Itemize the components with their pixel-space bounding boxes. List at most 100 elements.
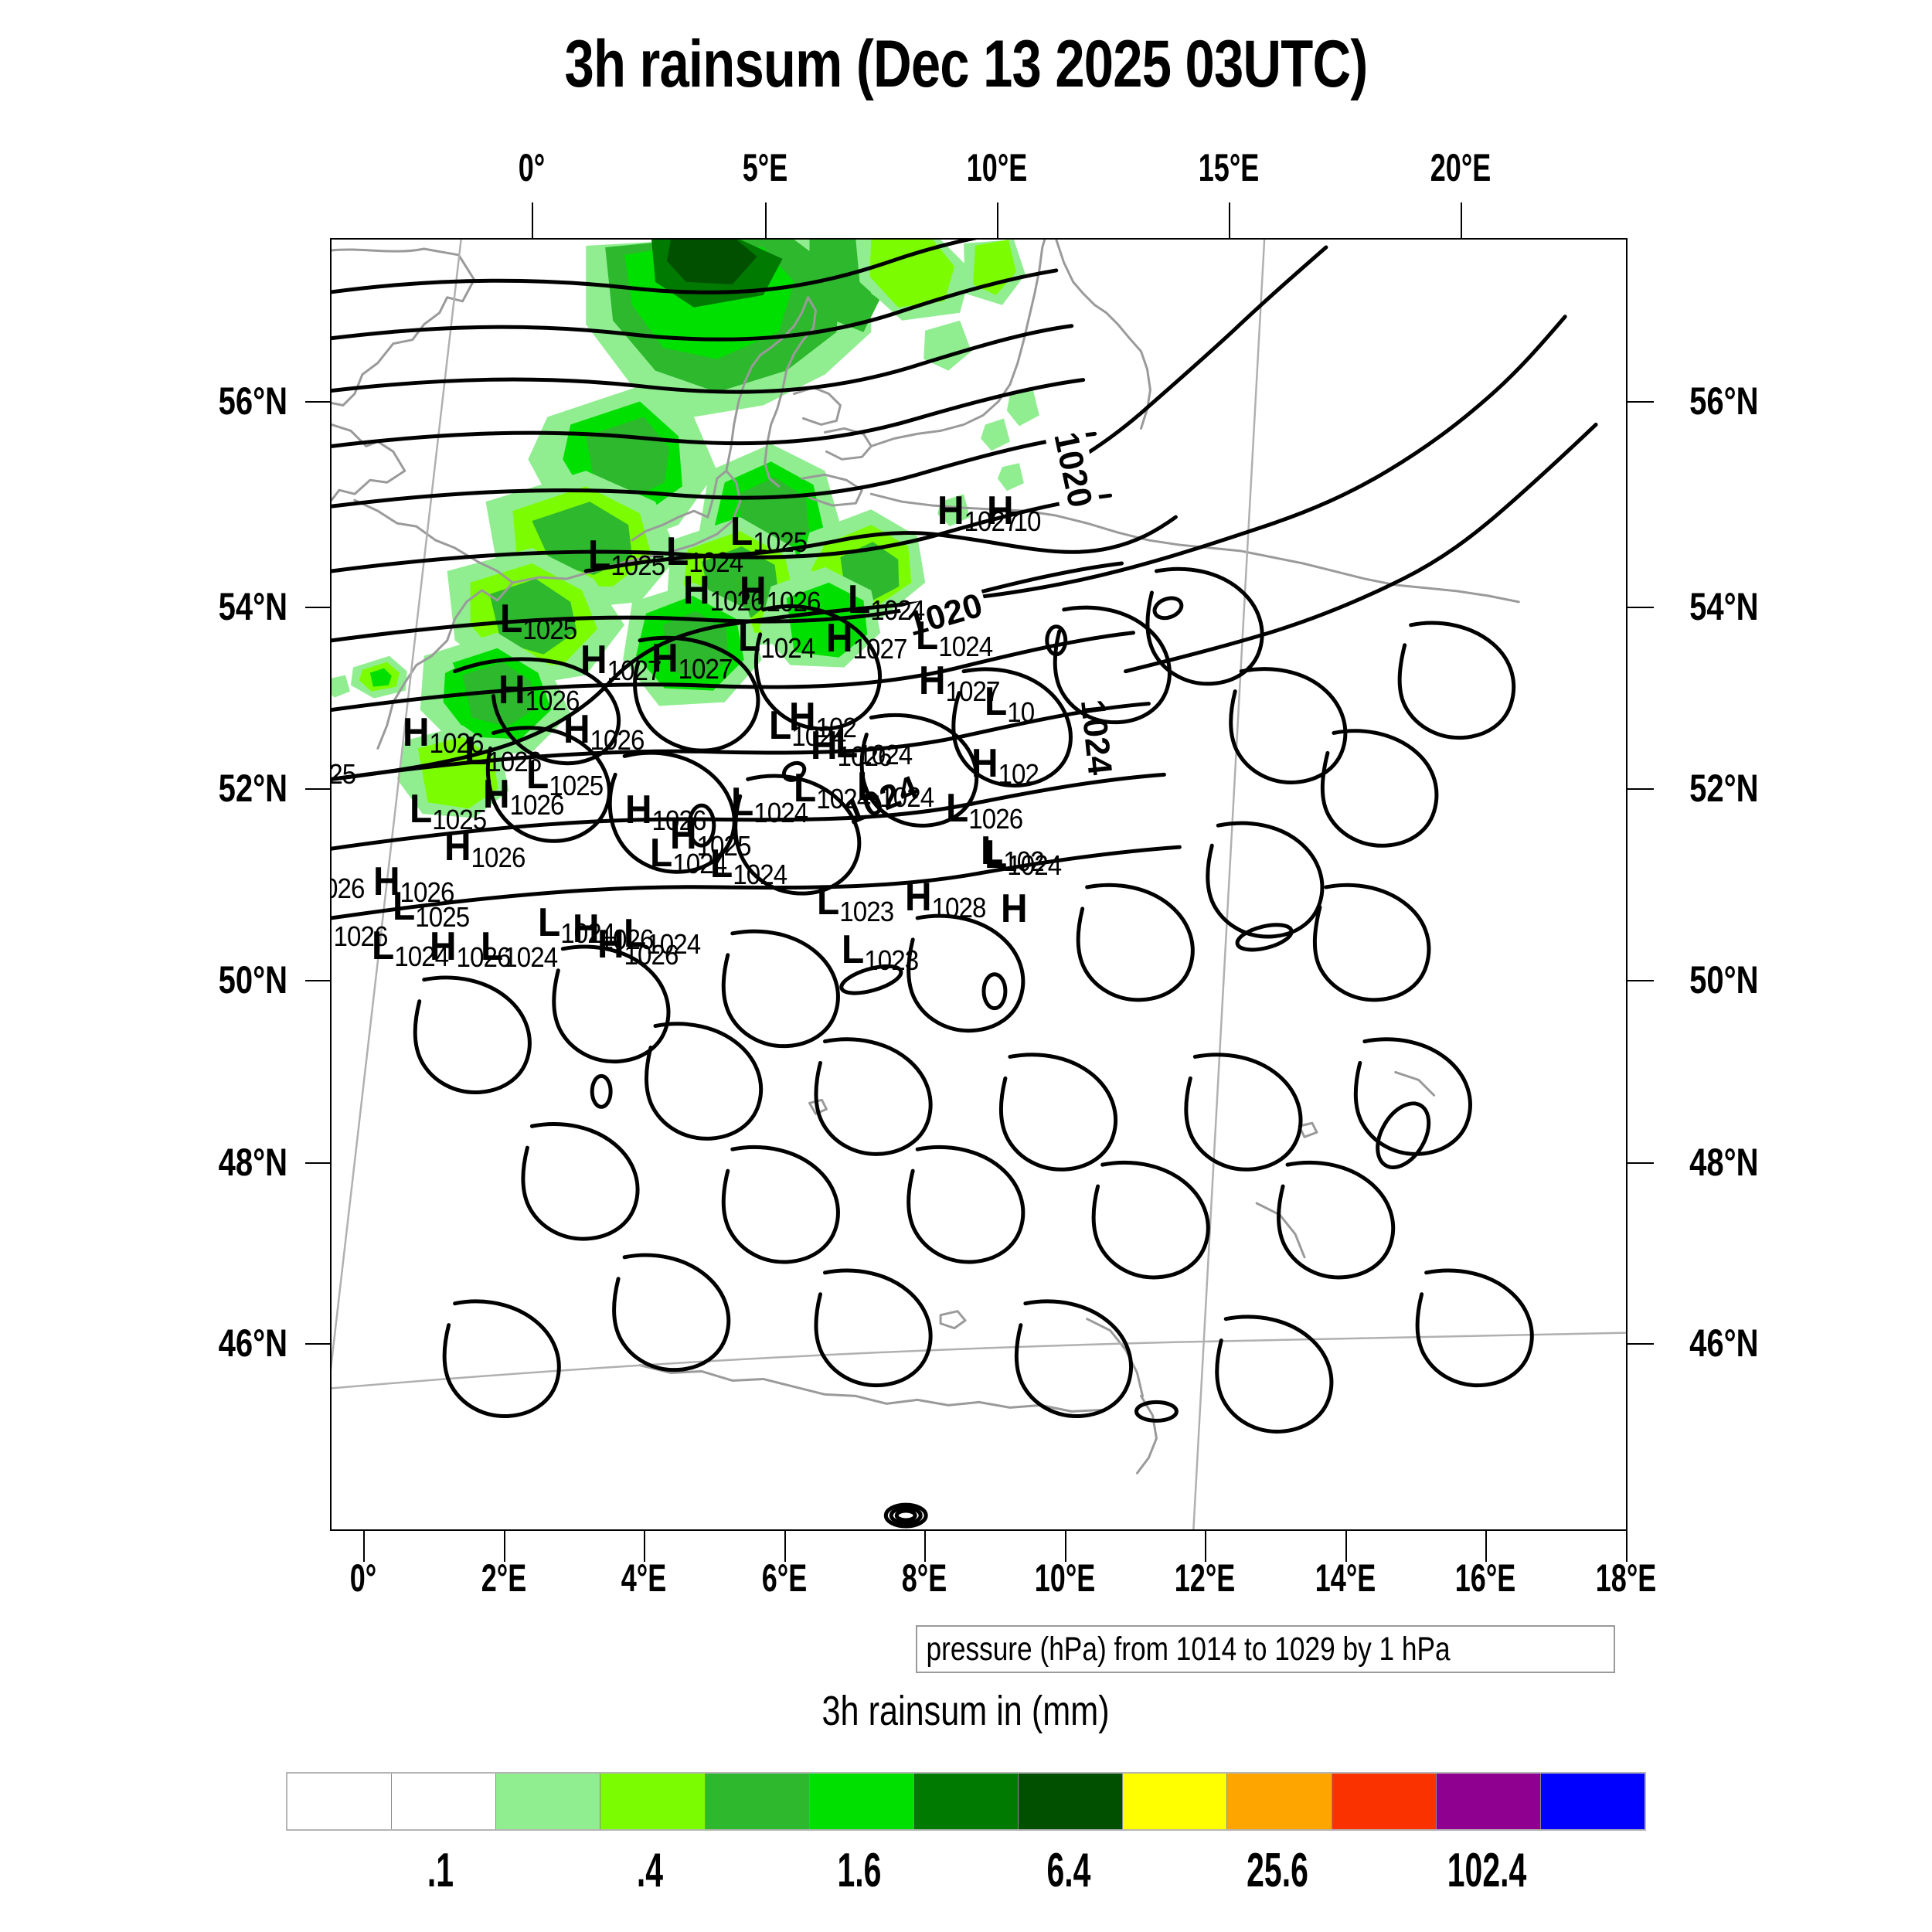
- pressure-marker-type: L: [769, 703, 792, 748]
- pressure-marker: L1025: [332, 743, 356, 788]
- axis-bottom-tick: [924, 1531, 926, 1562]
- pressure-marker-type: L: [538, 900, 561, 945]
- pressure-marker-type: H: [826, 616, 853, 661]
- pressure-marker-type: L: [588, 532, 611, 577]
- pressure-marker: H1026: [597, 922, 679, 969]
- pressure-marker-value: 1027: [678, 653, 733, 685]
- pressure-marker: L1024: [624, 913, 701, 958]
- axis-top-tick-label: 20°E: [1430, 146, 1492, 189]
- coastlines-layer: [332, 240, 1520, 1475]
- pressure-marker: L1025: [410, 787, 487, 834]
- colorbar-swatch[interactable]: [1227, 1774, 1332, 1829]
- pressure-marker-type: L: [650, 831, 673, 876]
- weather-map[interactable]: 1020 1020 1024 1024 L1013H1027L1025H1026…: [330, 238, 1628, 1531]
- pressure-marker: H10: [987, 491, 1041, 536]
- page-title: 3h rainsum (Dec 13 2025 03UTC): [564, 27, 1368, 101]
- pressure-marker-value: 1024: [938, 631, 993, 662]
- colorbar-swatch[interactable]: [1123, 1774, 1228, 1829]
- pressure-marker-value: 1026: [456, 941, 512, 973]
- axis-top-tick-label: 10°E: [966, 146, 1028, 189]
- pressure-marker: L1024: [848, 580, 925, 624]
- colorbar-swatch[interactable]: [913, 1774, 1019, 1829]
- colorbar[interactable]: [286, 1772, 1646, 1831]
- axis-bottom-tick-label: 10°E: [1034, 1556, 1095, 1600]
- pressure-marker: H1026: [332, 858, 365, 903]
- axis-top-tick: [997, 202, 998, 238]
- pressure-marker: L1024: [731, 782, 808, 827]
- pressure-marker: L1024: [538, 900, 615, 947]
- pressure-marker-value: 1024: [733, 859, 787, 890]
- pressure-marker-value: 1024: [858, 739, 913, 770]
- pressure-marker-value: 1025: [432, 804, 487, 835]
- pressure-caption-box: pressure (hPa) from 1014 to 1029 by 1 hP…: [916, 1625, 1615, 1673]
- pressure-marker: H1027: [937, 491, 1019, 536]
- pressure-marker-value: 1024: [689, 546, 743, 578]
- axis-bottom-tick: [363, 1531, 365, 1562]
- pressure-marker: H1026: [332, 906, 388, 951]
- colorbar-swatch[interactable]: [809, 1774, 914, 1829]
- pressure-marker: H102: [971, 743, 1039, 788]
- pressure-marker-value: 1025: [753, 526, 808, 558]
- pressure-marker: L1023: [817, 881, 894, 926]
- pressure-marker-type: H: [625, 787, 652, 832]
- pressure-marker-value: 1024: [672, 848, 727, 879]
- map-graphics: [332, 240, 1626, 1529]
- axis-bottom-tick: [784, 1531, 786, 1562]
- colorbar-swatch[interactable]: [600, 1774, 706, 1829]
- pressure-marker: H1026: [683, 570, 764, 615]
- axis-top-tick: [1229, 202, 1230, 238]
- pressure-marker-type: H: [563, 707, 590, 752]
- pressure-marker: L1025: [526, 755, 604, 800]
- pressure-marker-value: 1023: [839, 896, 894, 927]
- pressure-caption-text: pressure (hPa) from 1014 to 1029 by 1 hP…: [926, 1630, 1451, 1668]
- pressure-marker-value: 1027: [945, 675, 1001, 707]
- pressure-marker-type: H: [905, 875, 932, 920]
- pressure-marker-value: 1026: [709, 585, 765, 617]
- pressure-marker-value: 1024: [879, 781, 934, 813]
- pressure-marker-value: 1026: [624, 939, 679, 971]
- colorbar-tick-label: 1.6: [837, 1844, 882, 1897]
- pressure-marker: L1025: [588, 532, 665, 580]
- pressure-marker-value: 1026: [599, 923, 655, 955]
- pressure-marker-type: H: [597, 922, 624, 967]
- axis-bottom-tick-label: 6°E: [761, 1556, 807, 1600]
- colorbar-swatch[interactable]: [1436, 1774, 1541, 1829]
- pressure-marker: H1026: [625, 787, 706, 835]
- pressure-marker: L1024: [481, 924, 558, 971]
- colorbar-swatch[interactable]: [1540, 1774, 1645, 1829]
- pressure-marker-type: L: [738, 615, 761, 660]
- pressure-marker-type: H: [373, 859, 400, 904]
- colorbar-swatch[interactable]: [1332, 1774, 1437, 1829]
- pressure-marker-type: L: [481, 924, 504, 969]
- axis-bottom-tick-label: 4°E: [621, 1556, 667, 1600]
- colorbar-swatch[interactable]: [705, 1774, 810, 1829]
- pressure-marker-type: H: [430, 924, 457, 969]
- axis-bottom-tick: [1345, 1531, 1347, 1562]
- pressure-marker: H1025: [670, 815, 751, 860]
- pressure-marker: H1026: [573, 909, 654, 954]
- pressure-marker: H1026: [444, 827, 526, 872]
- colorbar-swatch[interactable]: [496, 1774, 601, 1829]
- pressure-marker: H1026: [563, 707, 645, 754]
- pressure-marker-value: 102: [998, 758, 1039, 790]
- pressure-marker-type: L: [410, 787, 433, 832]
- axis-bottom-tick: [1485, 1531, 1487, 1562]
- colorbar-tick-label: .1: [427, 1844, 454, 1897]
- pressure-marker: L1025: [500, 599, 577, 644]
- colorbar-swatch[interactable]: [392, 1774, 497, 1829]
- axis-bottom-tick-label: 0°: [349, 1556, 377, 1600]
- pressure-marker-value: 1024: [560, 917, 615, 949]
- pressure-marker: H1026: [483, 774, 564, 819]
- pressure-marker-value: 1025: [696, 830, 752, 862]
- axis-right-tick: [1628, 607, 1654, 608]
- pressure-marker: H1027: [826, 616, 907, 663]
- pressure-marker-value: 1024: [760, 632, 815, 664]
- colorbar-swatch[interactable]: [287, 1774, 393, 1829]
- pressure-marker-type: L: [794, 766, 817, 811]
- colorbar-swatch[interactable]: [1019, 1774, 1124, 1829]
- pressure-marker: L102: [981, 831, 1045, 876]
- axis-bottom-tick: [1625, 1531, 1628, 1562]
- axis-top-tick: [532, 202, 533, 238]
- pressure-marker-type: L: [730, 509, 753, 554]
- pressure-marker-type: H: [740, 569, 767, 614]
